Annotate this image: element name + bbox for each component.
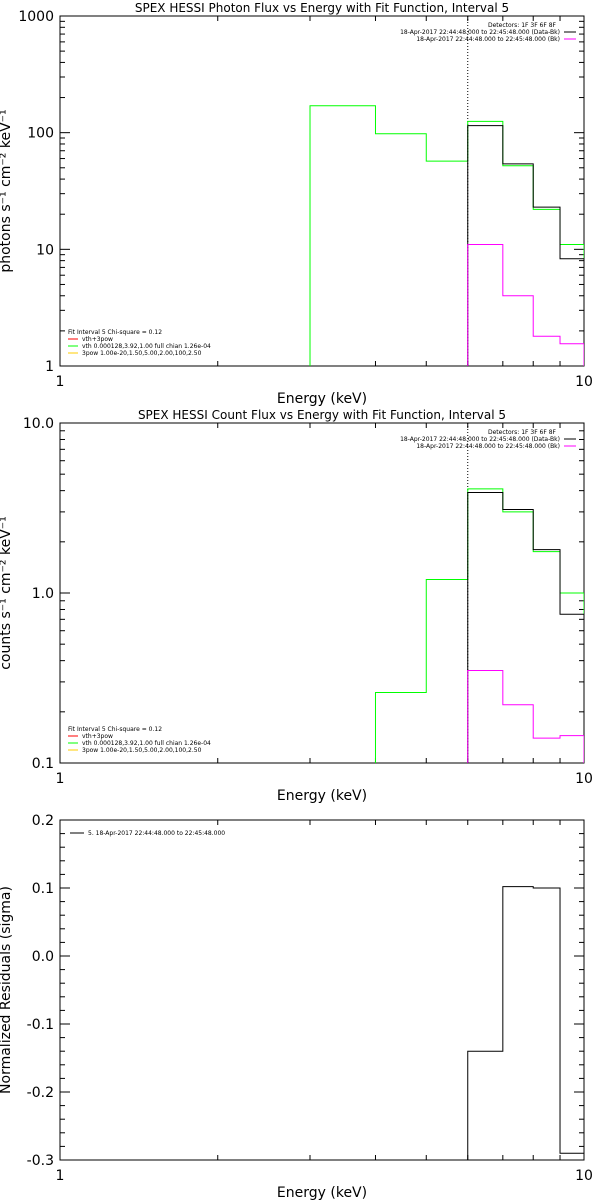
chart1-xtick-label: 1: [56, 374, 65, 390]
chart1-legend-entry-text: 18-Apr-2017 22:44:48.000 to 22:45:48.000…: [400, 29, 560, 36]
chart2-legend-entry-text: 18-Apr-2017 22:44:48.000 to 22:45:48.000…: [400, 436, 560, 443]
chart2-ytick-label: 10.0: [23, 416, 54, 432]
chart3-xtick-label: 10: [575, 1168, 593, 1184]
chart2-xtick-label: 10: [575, 771, 593, 787]
chart2-legend-entry-text: 18-Apr-2017 22:44:48.000 to 22:45:48.000…: [416, 443, 560, 450]
chart1-legend-entry-text: 18-Apr-2017 22:44:48.000 to 22:45:48.000…: [416, 36, 560, 43]
chart1-fit-legend-text: vth 0.000128,3.92,1.00 full chian 1.26e-…: [82, 343, 211, 350]
chart1-xlabel: Energy (keV): [277, 391, 367, 407]
chart2-series-2-step-line: [467, 492, 584, 763]
chart2-fit-legend-text: vth 0.000128,3.92,1.00 full chian 1.26e-…: [82, 740, 211, 747]
chart3-axes-frame: [59, 819, 585, 1161]
chart3-ytick-label: 0.0: [32, 949, 54, 965]
chart2-fit-legend-text: vth+3pow: [82, 733, 113, 740]
chart3-ytick-label: 0.2: [32, 813, 54, 829]
chart2-title: SPEX HESSI Count Flux vs Energy with Fit…: [138, 408, 506, 422]
chart2-legend-header: Detectors: 1F 3F 6F 8F: [488, 429, 557, 436]
chart1-series-2-step-line: [467, 125, 584, 366]
chart3-ytick-label: -0.2: [27, 1085, 54, 1101]
chart3-xtick-label: 1: [56, 1168, 65, 1184]
chart3-ylabel: Normalized Residuals (sigma): [0, 886, 14, 1094]
chart3-series-1-step-line: [467, 886, 584, 1160]
chart3-ytick-label: 0.1: [32, 881, 54, 897]
chart1-axes-frame: [59, 15, 585, 367]
chart2-xlabel: Energy (keV): [277, 788, 367, 804]
chart2-ytick-label: 0.1: [32, 756, 54, 772]
chart1-series-1-step-line: [309, 105, 584, 366]
chart1-ytick-label: 100: [27, 126, 54, 142]
chart1-xtick-label: 10: [575, 374, 593, 390]
chart2-ylabel: counts s⁻¹ cm⁻² keV⁻¹: [0, 516, 14, 670]
chart2-fit-legend-text: 3pow 1.00e-20,1.50,5.00,2.00,100,2.50: [82, 747, 202, 754]
chart1-ylabel: photons s⁻¹ cm⁻² keV⁻¹: [0, 109, 14, 272]
chart3-ytick-label: -0.3: [27, 1153, 54, 1169]
chart3-ytick-label: -0.1: [27, 1017, 54, 1033]
chart2-series-1-step-line: [374, 488, 584, 763]
chart1-fit-legend-text: vth+3pow: [82, 336, 113, 343]
chart1-legend-header: Detectors: 1F 3F 6F 8F: [488, 22, 557, 29]
chart2-xtick-label: 1: [56, 771, 65, 787]
chart2-fit-legend-header: Fit Interval 5 Chi-square = 0.12: [68, 726, 162, 733]
chart2-ytick-label: 1.0: [32, 586, 54, 602]
chart1-ytick-label: 10: [36, 242, 54, 258]
chart1-series-3-step-line: [467, 244, 584, 366]
chart1-fit-legend-text: 3pow 1.00e-20,1.50,5.00,2.00,100,2.50: [82, 350, 202, 357]
chart2-axes-frame: [59, 422, 585, 764]
chart1-ytick-label: 1000: [18, 9, 54, 25]
chart2-series-3-step-line: [467, 670, 584, 763]
chart1-title: SPEX HESSI Photon Flux vs Energy with Fi…: [135, 1, 509, 15]
chart3-legend-text: 5. 18-Apr-2017 22:44:48.000 to 22:45:48.…: [88, 830, 225, 837]
chart3-xlabel: Energy (keV): [277, 1185, 367, 1200]
chart1-ytick-label: 1: [45, 359, 54, 375]
chart1-fit-legend-header: Fit Interval 5 Chi-square = 0.12: [68, 329, 162, 336]
